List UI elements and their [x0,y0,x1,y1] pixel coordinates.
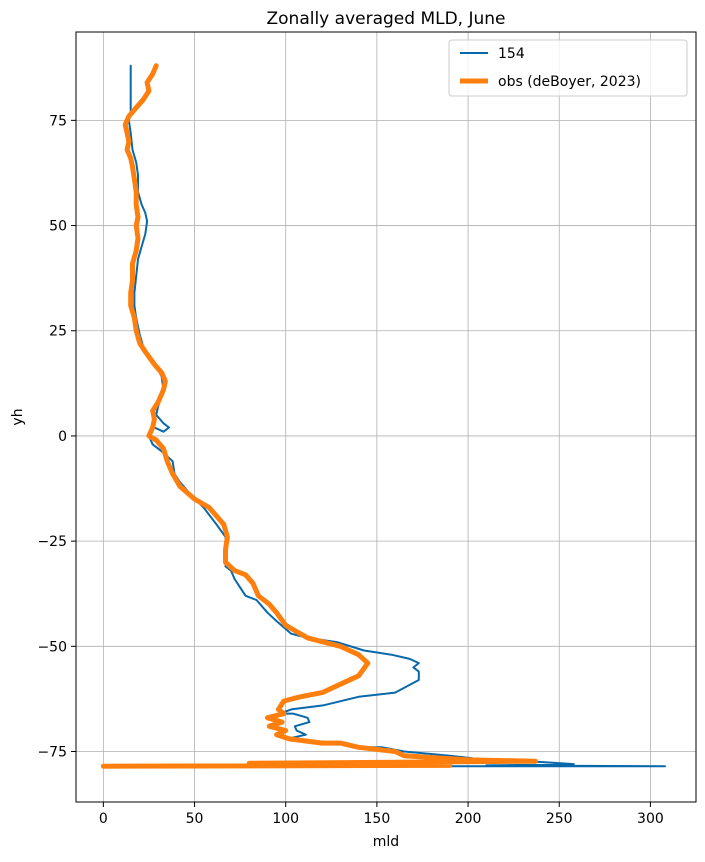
y-tick-label: 75 [49,113,67,129]
series-line-obs [100,63,538,769]
grid-layer [76,32,696,802]
y-tick-label: 0 [58,429,67,445]
x-tick-label: 200 [455,811,482,827]
x-tick-label: 150 [364,811,391,827]
plot-frame [75,31,697,803]
x-tick-label: 0 [99,811,108,827]
x-tick-label: 100 [272,811,299,827]
tick-layer: 0 50 100 150 200 250 300 −75 −50 −25 0 25 50 75 [37,113,663,827]
x-tick-label: 300 [637,811,664,827]
legend-box [448,39,688,97]
y-tick-label: −25 [37,534,67,550]
legend-label-154: 154 [498,46,525,62]
x-tick-label: 250 [546,811,573,827]
y-axis-label: yh [10,408,26,425]
legend-label-obs: obs (deBoyer, 2023) [498,74,641,90]
chart-title: Zonally averaged MLD, June [267,9,506,29]
x-tick-label: 50 [186,811,204,827]
legend: 154 obs (deBoyer, 2023) [448,39,688,97]
y-tick-label: −50 [37,639,67,655]
y-tick-label: 50 [49,219,67,235]
y-tick-label: 25 [49,324,67,340]
x-axis-label: mld [373,834,399,850]
y-tick-label: −75 [37,745,67,761]
series-layer [100,63,666,769]
